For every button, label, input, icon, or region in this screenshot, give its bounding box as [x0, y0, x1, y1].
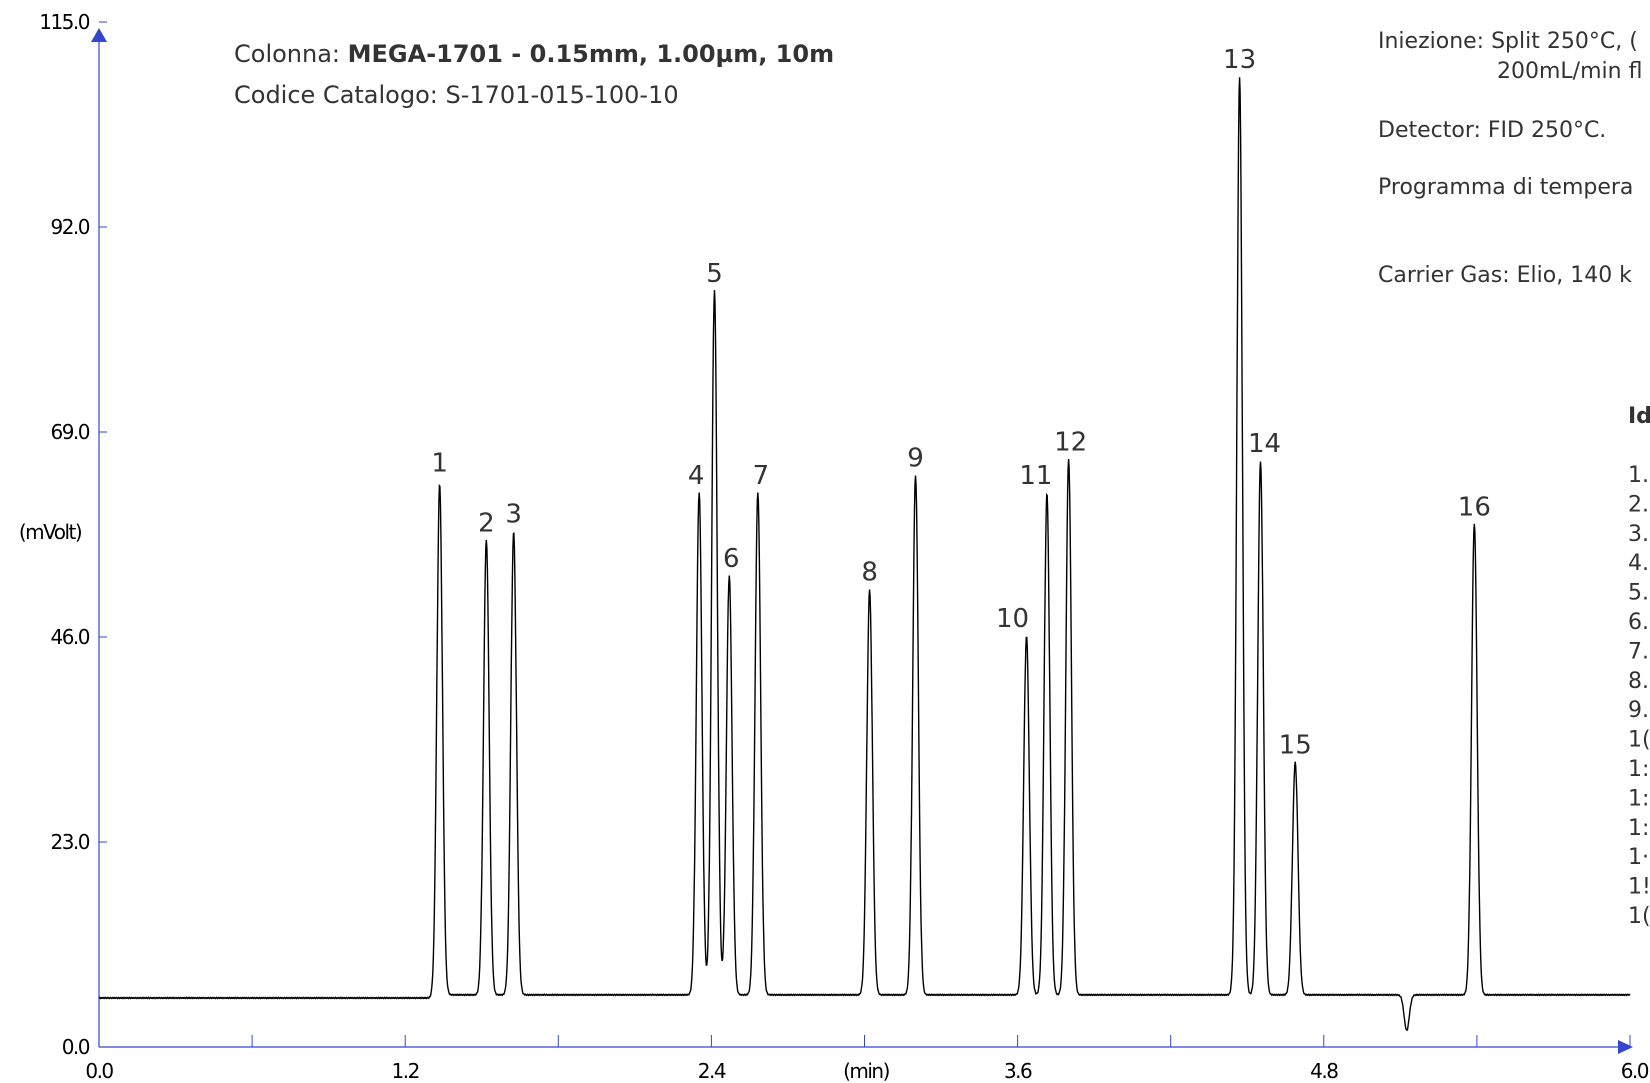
x-tick-label: 0.0 [85, 1059, 113, 1083]
identification-item: 2. [1628, 492, 1649, 517]
y-axis-arrow-icon [91, 28, 107, 42]
identification-item: 1· [1628, 845, 1649, 870]
peak-label: 5 [706, 259, 723, 289]
x-axis-arrow-icon [1618, 1040, 1633, 1054]
identification-title: Id [1628, 404, 1650, 429]
identification-item: 1. [1628, 463, 1649, 488]
injection-line1: Iniezione: Split 250°C, ( [1378, 29, 1638, 54]
identification-item: 3. [1628, 522, 1649, 547]
x-tick-label: 1.2 [392, 1059, 419, 1083]
peak-label: 1 [431, 449, 448, 479]
catalog-code: Codice Catalogo: S-1701-015-100-10 [234, 81, 679, 109]
carrier-gas: Carrier Gas: Elio, 140 k [1378, 263, 1632, 288]
x-axis-title: (min) [843, 1059, 890, 1083]
identification-item: 1: [1628, 786, 1649, 811]
peak-label: 16 [1458, 492, 1491, 522]
detector-info: Detector: FID 250°C. [1378, 118, 1606, 143]
identification-item: 1: [1628, 816, 1649, 841]
column-value: MEGA-1701 - 0.15mm, 1.00µm, 10m [348, 40, 834, 68]
x-tick-label: 2.4 [698, 1059, 726, 1083]
peak-label: 10 [996, 604, 1029, 634]
identification-item: 1: [1628, 757, 1649, 782]
peak-label: 14 [1248, 429, 1281, 459]
x-tick-label: 3.6 [1004, 1059, 1032, 1083]
identification-item: 1( [1628, 728, 1650, 753]
peak-label: 4 [688, 461, 705, 491]
identification-item: 6. [1628, 610, 1649, 635]
peak-label: 13 [1223, 45, 1256, 75]
y-tick-label: 69.0 [50, 420, 89, 444]
y-tick-label: 115.0 [39, 10, 90, 34]
y-tick-label: 46.0 [50, 625, 89, 649]
y-tick-label: 23.0 [50, 830, 89, 854]
temperature-program: Programma di tempera [1378, 175, 1633, 200]
axis-ticks: 0.0 1.2 2.4 3.6 4.8 6.00.023.046.069.092.0115… [39, 10, 1650, 1083]
peak-label: 2 [478, 508, 495, 538]
identification-item: 1! [1628, 875, 1650, 900]
peak-label: 6 [723, 544, 740, 574]
identification-list: 1. 2. 3. 4. 5. 6. 7. 8. 9. 1( 1: 1: 1: 1· 1! 1( [1628, 463, 1650, 929]
peak-label: 9 [907, 443, 924, 473]
peak-label: 8 [861, 557, 878, 587]
axes [91, 28, 1633, 1054]
peak-label: 12 [1054, 427, 1087, 457]
y-tick-label: 0.0 [62, 1035, 90, 1059]
identification-item: 5. [1628, 581, 1649, 606]
chromatogram-trace [98, 77, 1631, 1032]
column-prefix: Colonna: [234, 40, 348, 68]
identification-item: 8. [1628, 669, 1649, 694]
x-tick-label: 4.8 [1310, 1059, 1338, 1083]
identification-item: 9. [1628, 698, 1649, 723]
identification-item: 4. [1628, 551, 1649, 576]
peak-label: 15 [1279, 730, 1312, 760]
column-info: Colonna: MEGA-1701 - 0.15mm, 1.00µm, 10m [234, 40, 834, 68]
injection-line2: 200mL/min fl [1497, 59, 1642, 84]
peak-label: 7 [753, 461, 770, 491]
peak-label: 3 [505, 500, 522, 530]
y-tick-label: 92.0 [50, 215, 89, 239]
peak-label: 11 [1019, 461, 1052, 491]
y-axis-title: (mVolt) [19, 520, 82, 544]
identification-item: 7. [1628, 639, 1649, 664]
identification-item: 1( [1628, 904, 1650, 929]
x-tick-label: 6.0 [1621, 1059, 1649, 1083]
